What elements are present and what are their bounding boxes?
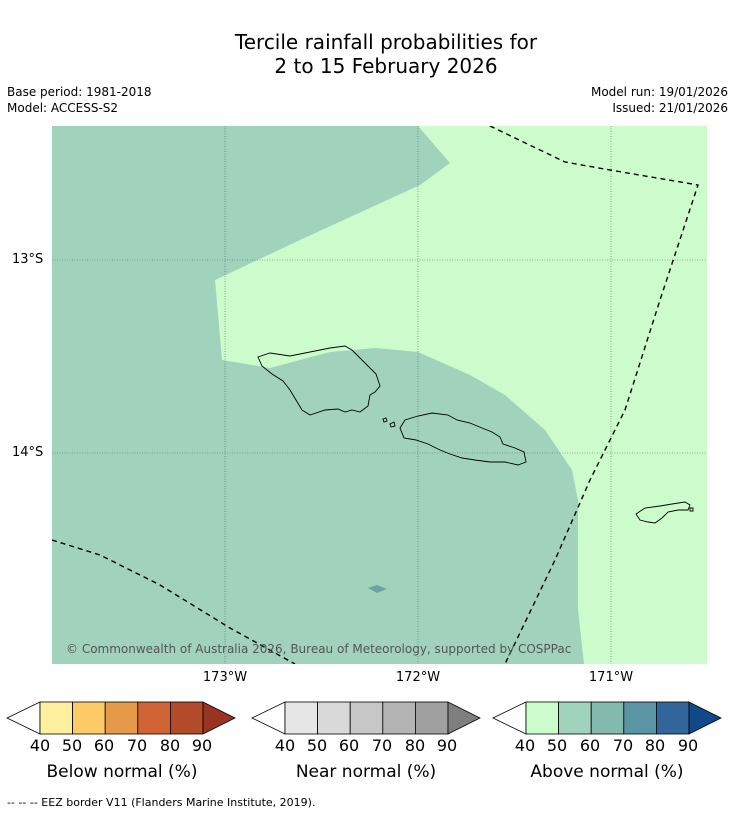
legend-below-colorbar — [6, 701, 236, 735]
legend-below-high-extension — [202, 701, 236, 735]
base-period: Base period: 1981-2018 — [7, 85, 152, 99]
lon-label-173w: 173°W — [202, 670, 248, 685]
legend-near-bin — [284, 701, 318, 735]
legend-below-tick: 50 — [61, 736, 83, 755]
legend-near-bin — [382, 701, 416, 735]
legend-above-tick: 60 — [579, 736, 601, 755]
copyright-notice: © Commonwealth of Australia 2026, Bureau… — [66, 642, 571, 656]
meta-right: Model run: 19/01/2026 Issued: 21/01/2026 — [591, 84, 728, 116]
manono-islet — [382, 417, 388, 423]
legend-above-bin — [655, 701, 690, 735]
model-name: Model: ACCESS-S2 — [7, 101, 119, 115]
legend-below-bin — [137, 701, 171, 735]
legend-above-bin — [525, 701, 559, 735]
legend-above-high-extension — [688, 701, 722, 735]
legend-near-high-extension — [447, 701, 481, 735]
legend-near-tick: 90 — [436, 736, 458, 755]
legend-above-title: Above normal (%) — [530, 762, 684, 782]
lat-label-14s: 14°S — [12, 445, 44, 460]
above-normal-40-50-region — [215, 126, 707, 664]
meta-left: Base period: 1981-2018 Model: ACCESS-S2 — [7, 84, 152, 116]
legend-below-tick: 40 — [29, 736, 51, 755]
savaii-island — [257, 345, 381, 416]
legend-near-low-extension — [251, 701, 286, 735]
legend-above-tick: 80 — [644, 736, 666, 755]
map-canvas: © Commonwealth of Australia 2026, Bureau… — [52, 126, 707, 664]
legend-above-tick: 40 — [514, 736, 536, 755]
eez-footnote: -- -- -- EEZ border V11 (Flanders Marine… — [7, 796, 316, 809]
upolu-island — [399, 412, 527, 466]
legend-near-bin — [414, 701, 449, 735]
legend-below-bin — [104, 701, 139, 735]
apolima-islet — [389, 421, 396, 428]
legend-near-tick: 70 — [371, 736, 393, 755]
model-run: Model run: 19/01/2026 — [590, 85, 728, 99]
legend-below-low-extension — [6, 701, 41, 735]
legend-above-tick: 90 — [677, 736, 699, 755]
eez-border-southwest — [52, 539, 296, 664]
legend-above-tick: 70 — [612, 736, 634, 755]
legend-below-bin — [169, 701, 204, 735]
lon-label-171w: 171°W — [588, 670, 634, 685]
aunuu-islet — [689, 507, 694, 512]
legend-near-title: Near normal (%) — [295, 762, 437, 782]
coastlines — [257, 345, 694, 524]
legend-above-bin — [623, 701, 657, 735]
legend-above-bin — [590, 701, 625, 735]
issued-date: Issued: 21/01/2026 — [612, 101, 728, 115]
map-title: Tercile rainfall probabilities for 2 to … — [0, 30, 736, 78]
legend-near-tick: 40 — [274, 736, 296, 755]
title-line-2: 2 to 15 February 2026 — [274, 54, 498, 78]
legend-below-tick: 80 — [159, 736, 181, 755]
legend-near-tick: 50 — [306, 736, 328, 755]
legend-above-tick: 50 — [546, 736, 568, 755]
legend-below-bin — [72, 701, 106, 735]
lat-label-13s: 13°S — [12, 252, 44, 267]
legend-above-normal: 40 50 60 70 80 90 Above normal (%) — [492, 700, 724, 782]
legend-near-bin — [317, 701, 351, 735]
lon-label-172w: 172°W — [395, 670, 441, 685]
legend-above-low-extension — [492, 701, 527, 735]
legend-below-title: Below normal (%) — [46, 762, 198, 782]
legend-below-bin — [39, 701, 73, 735]
legend-near-normal: 40 50 60 70 80 90 Near normal (%) — [251, 700, 483, 782]
legend-below-tick: 90 — [191, 736, 213, 755]
tutuila-island — [635, 501, 691, 524]
legend-near-tick: 60 — [338, 736, 360, 755]
legend-below-normal: 40 50 60 70 80 90 Below normal (%) — [6, 700, 238, 782]
eez-borders — [52, 126, 699, 664]
legend-near-colorbar — [251, 701, 481, 735]
legend-below-tick: 60 — [93, 736, 115, 755]
graticule — [52, 126, 707, 664]
legend-above-bin — [558, 701, 592, 735]
legend-near-tick: 80 — [404, 736, 426, 755]
legend-above-colorbar — [492, 701, 722, 735]
title-line-1: Tercile rainfall probabilities for — [234, 30, 538, 54]
legend-near-bin — [349, 701, 384, 735]
legend-below-tick: 70 — [126, 736, 148, 755]
above-normal-70-80-patch — [368, 585, 387, 593]
